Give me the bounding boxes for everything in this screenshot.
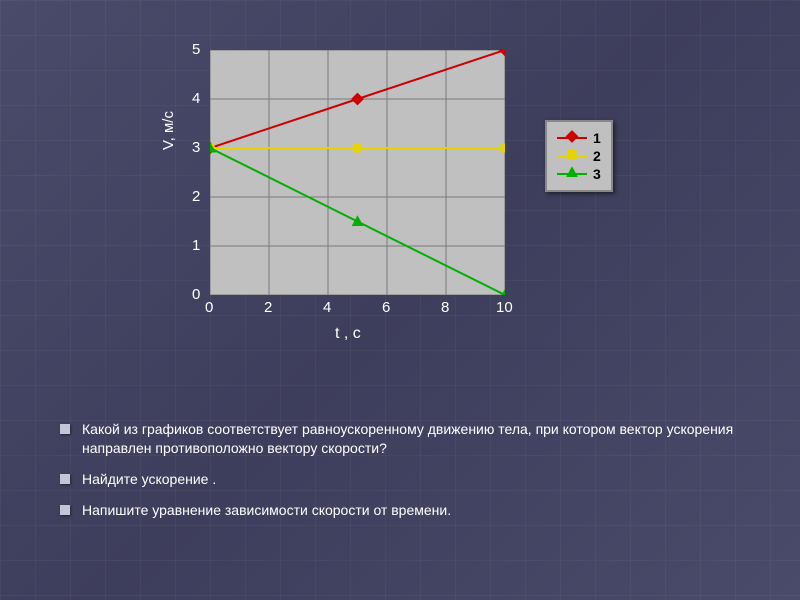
- bullet-icon: [60, 474, 70, 484]
- x-tick: 0: [205, 299, 213, 316]
- bullet-item: Какой из графиков соответствует равноуск…: [60, 420, 740, 458]
- x-tick: 6: [382, 299, 390, 316]
- y-tick: 2: [192, 188, 200, 205]
- legend-label: 1: [593, 130, 601, 146]
- bullet-text: Напишите уравнение зависимости скорости …: [82, 501, 451, 520]
- plot-area: [210, 50, 505, 295]
- y-tick: 3: [192, 139, 200, 156]
- velocity-chart: V, м/с t , c 0 1 2 3 4 5 0 2 4 6 8 10: [155, 40, 575, 350]
- bullet-icon: [60, 424, 70, 434]
- legend-item: 3: [557, 166, 601, 182]
- bullet-text: Какой из графиков соответствует равноуск…: [82, 420, 740, 458]
- legend-label: 2: [593, 148, 601, 164]
- bullet-item: Найдите ускорение .: [60, 470, 740, 489]
- x-tick: 2: [264, 299, 272, 316]
- x-tick: 10: [496, 299, 513, 316]
- bullet-text: Найдите ускорение .: [82, 470, 216, 489]
- x-axis-label: t , c: [335, 325, 361, 343]
- y-tick: 4: [192, 90, 200, 107]
- y-axis-label: V, м/с: [160, 111, 177, 150]
- legend-label: 3: [593, 166, 601, 182]
- legend-item: 1: [557, 130, 601, 146]
- question-list: Какой из графиков соответствует равноуск…: [60, 420, 740, 532]
- x-tick: 4: [323, 299, 331, 316]
- y-tick: 1: [192, 237, 200, 254]
- y-tick: 0: [192, 286, 200, 303]
- chart-legend: 1 2 3: [545, 120, 613, 192]
- bullet-icon: [60, 505, 70, 515]
- x-tick: 8: [441, 299, 449, 316]
- bullet-item: Напишите уравнение зависимости скорости …: [60, 501, 740, 520]
- legend-item: 2: [557, 148, 601, 164]
- y-tick: 5: [192, 41, 200, 58]
